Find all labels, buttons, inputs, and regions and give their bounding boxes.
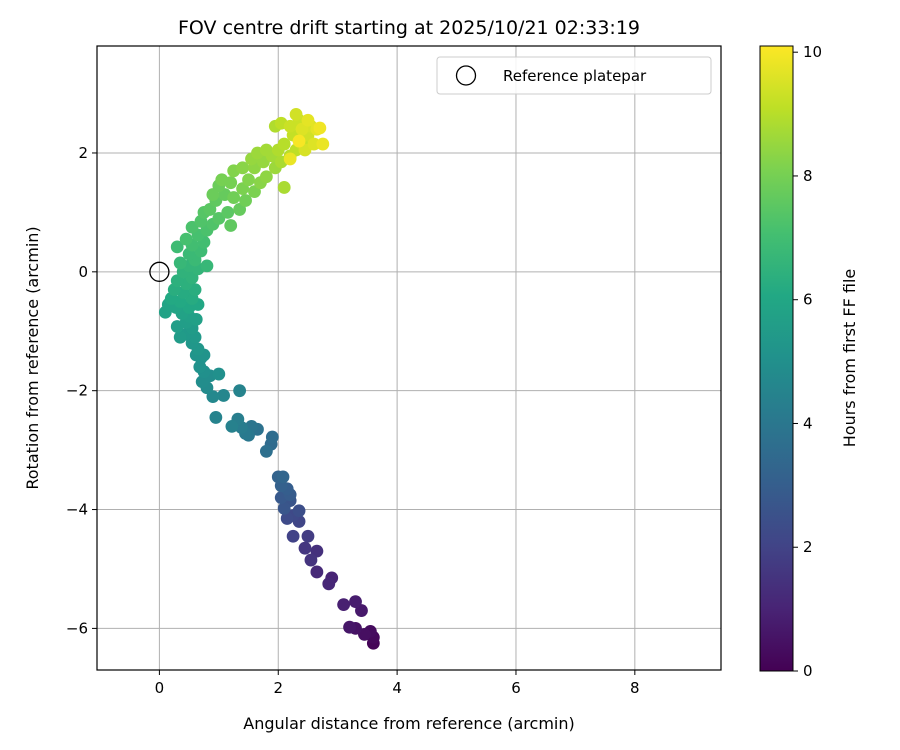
data-point bbox=[310, 565, 324, 579]
x-tick-label: 8 bbox=[630, 679, 640, 697]
data-point bbox=[276, 470, 290, 484]
data-point bbox=[307, 137, 321, 151]
x-tick-label: 0 bbox=[155, 679, 165, 697]
data-point bbox=[286, 529, 300, 543]
data-point bbox=[236, 161, 250, 175]
data-point bbox=[259, 143, 273, 157]
data-point bbox=[200, 259, 214, 273]
data-point bbox=[259, 444, 273, 458]
data-point bbox=[337, 598, 351, 612]
data-point bbox=[233, 384, 247, 398]
colorbar-tick-label: 4 bbox=[803, 414, 813, 432]
data-point bbox=[224, 176, 238, 190]
y-axis-label: Rotation from reference (arcmin) bbox=[23, 226, 42, 489]
data-point bbox=[343, 620, 356, 634]
data-point bbox=[277, 181, 291, 194]
data-point bbox=[225, 419, 239, 433]
x-axis: 0 2 4 6 8 bbox=[155, 670, 640, 697]
colorbar-ticks: 0 2 4 6 8 10 bbox=[793, 43, 822, 680]
data-point bbox=[313, 121, 327, 135]
legend-marker bbox=[455, 65, 477, 86]
data-point bbox=[280, 512, 294, 525]
data-point bbox=[283, 152, 297, 166]
reference-marker bbox=[149, 261, 170, 282]
x-tick-label: 6 bbox=[511, 679, 521, 697]
colorbar-tick-label: 0 bbox=[803, 662, 813, 680]
colorbar-label: Hours from first FF file bbox=[840, 269, 859, 448]
colorbar-tick-label: 6 bbox=[803, 291, 813, 309]
data-point bbox=[239, 194, 252, 207]
data-point bbox=[301, 529, 315, 543]
data-point bbox=[322, 577, 336, 591]
x-tick-label: 4 bbox=[392, 679, 402, 697]
colorbar-tick-label: 8 bbox=[803, 167, 813, 185]
data-point bbox=[265, 430, 279, 444]
data-point bbox=[217, 389, 230, 402]
data-point bbox=[221, 206, 235, 219]
data-point bbox=[316, 137, 330, 151]
data-point bbox=[227, 191, 241, 204]
legend-entry-reference: Reference platepar bbox=[503, 67, 647, 85]
x-tick-label: 2 bbox=[273, 679, 283, 697]
colorbar-tick-label: 10 bbox=[803, 43, 822, 61]
colorbar-tick-label: 2 bbox=[803, 538, 813, 556]
x-axis-label: Angular distance from reference (arcmin) bbox=[243, 714, 574, 733]
data-point bbox=[212, 367, 226, 381]
legend-box bbox=[436, 56, 712, 95]
data-point bbox=[292, 504, 306, 518]
colorbar-gradient bbox=[759, 45, 794, 672]
data-point bbox=[259, 170, 273, 184]
data-point bbox=[173, 330, 187, 344]
y-tick-label: −6 bbox=[66, 619, 88, 637]
legend: Reference platepar bbox=[436, 56, 712, 95]
colorbar: 0 2 4 6 8 10 Hours from first FF file bbox=[759, 43, 859, 680]
data-point bbox=[349, 595, 362, 609]
data-point bbox=[224, 219, 238, 232]
y-tick-label: −2 bbox=[66, 382, 88, 400]
y-tick-label: 0 bbox=[78, 263, 88, 281]
data-point bbox=[292, 134, 306, 148]
data-point bbox=[301, 113, 315, 127]
chart-title: FOV centre drift starting at 2025/10/21 … bbox=[178, 17, 640, 39]
data-point bbox=[289, 107, 303, 121]
data-point bbox=[242, 173, 255, 187]
data-point bbox=[170, 240, 184, 254]
data-point bbox=[173, 256, 187, 270]
data-point bbox=[277, 501, 291, 515]
data-point bbox=[277, 137, 291, 151]
y-tick-label: 2 bbox=[78, 144, 88, 162]
y-axis: −6 −4 −2 0 2 bbox=[66, 144, 97, 637]
data-point bbox=[304, 553, 318, 567]
data-point bbox=[179, 232, 193, 246]
scatter-points bbox=[158, 107, 380, 650]
data-point bbox=[209, 411, 223, 424]
data-point bbox=[298, 541, 312, 555]
y-tick-label: −4 bbox=[66, 501, 88, 519]
plot-frame bbox=[96, 45, 722, 671]
